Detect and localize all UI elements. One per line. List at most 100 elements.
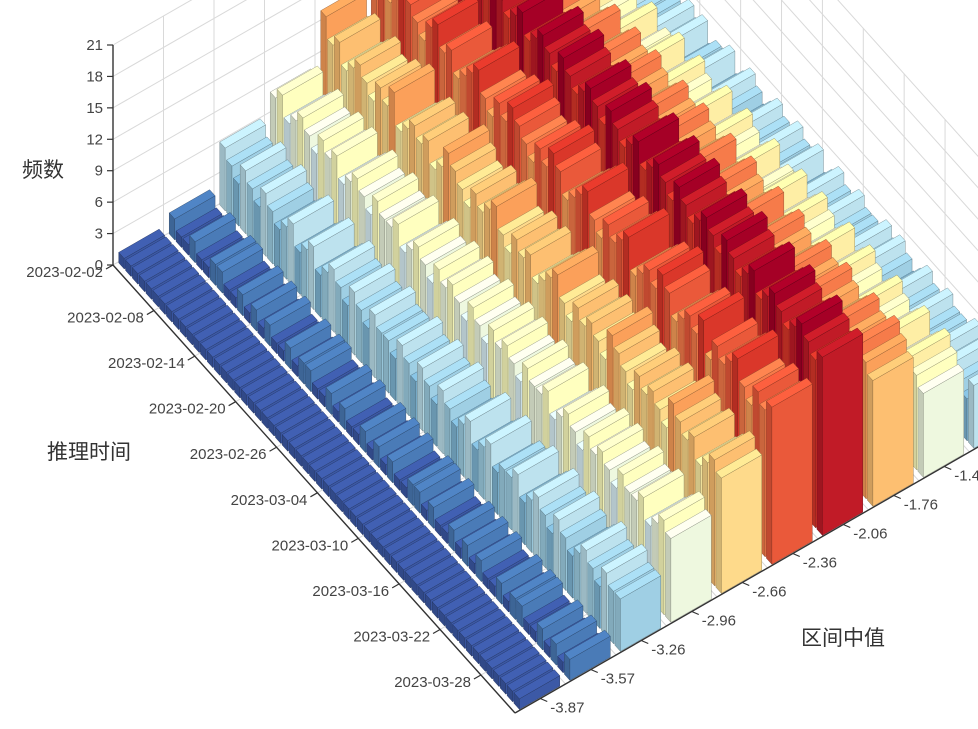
bar-face <box>448 500 495 531</box>
bar-face <box>241 365 288 396</box>
bar-face <box>390 532 438 563</box>
bar-face <box>358 167 405 198</box>
bar-face <box>343 479 390 510</box>
bar-face <box>301 243 308 303</box>
y-axis-name: 区间中值 <box>801 626 885 650</box>
bar-face <box>308 240 314 311</box>
bar-face <box>465 616 513 646</box>
bar-face <box>461 515 509 546</box>
y-tick-mark <box>843 523 851 529</box>
bar-face <box>658 490 705 521</box>
bar-face <box>408 96 456 127</box>
bar-face <box>643 240 690 271</box>
bar-face <box>475 531 523 561</box>
bar-face <box>523 594 570 625</box>
bar-face <box>498 440 546 471</box>
x-axis-line <box>112 264 516 714</box>
bar-face <box>486 638 533 669</box>
bar-face <box>393 450 441 481</box>
bar-face <box>452 600 499 631</box>
bar-face <box>145 259 193 290</box>
bar-face <box>226 136 273 167</box>
bar-face <box>378 190 426 220</box>
bar-face <box>247 373 295 403</box>
bar-face <box>860 333 907 363</box>
bar-face <box>317 111 365 142</box>
bar-face <box>796 294 843 325</box>
bar <box>766 377 813 565</box>
bar-face <box>472 623 520 654</box>
bar-face <box>200 320 247 350</box>
bar-face <box>239 141 287 172</box>
bar-face <box>444 402 451 463</box>
bar-face <box>614 569 662 600</box>
bar-face <box>612 99 659 130</box>
bar-face <box>633 346 681 377</box>
bar-face <box>715 471 722 594</box>
bar-face <box>316 449 363 479</box>
bar-face <box>433 240 480 271</box>
x-tick-mark <box>228 401 236 407</box>
bar-face <box>632 112 680 143</box>
bar-face <box>557 28 605 59</box>
bar-face <box>917 364 965 394</box>
bar-face <box>362 321 369 371</box>
bar-face <box>501 316 549 347</box>
bar-face <box>179 297 227 328</box>
bar-face <box>766 377 813 408</box>
bar-face <box>444 379 491 410</box>
bar-face <box>506 661 554 692</box>
bar-face <box>403 334 450 364</box>
bar-face <box>348 285 355 356</box>
y-tick-label: -3.87 <box>550 700 584 717</box>
bar-face <box>802 312 850 343</box>
bar-face <box>721 210 768 241</box>
x-tick-label: 2023-03-16 <box>312 583 389 600</box>
bar-face <box>516 0 546 13</box>
z-axis-name: 频数 <box>22 158 64 182</box>
bar-face <box>596 422 644 453</box>
bar-face <box>511 210 558 241</box>
bar-face <box>708 430 756 461</box>
bar-face <box>526 493 532 554</box>
bar-face <box>816 327 864 358</box>
bar-face <box>591 77 639 107</box>
bar-face <box>580 520 628 551</box>
bar-face <box>206 327 254 358</box>
bar-face <box>546 526 553 576</box>
bar-face <box>532 467 580 498</box>
z-tick-label: 15 <box>86 100 103 117</box>
bar-face <box>320 0 356 17</box>
bar-face <box>867 374 874 507</box>
bar-face <box>287 194 335 225</box>
bar-face <box>427 477 475 508</box>
bar-face <box>459 608 506 639</box>
bar-face <box>411 0 458 24</box>
bar-face <box>624 463 671 494</box>
bar-face <box>453 273 501 304</box>
bar-face <box>620 342 667 373</box>
bar-face <box>473 40 520 71</box>
bar-face <box>534 119 581 150</box>
grid-line <box>780 0 978 220</box>
bar-face <box>482 549 529 579</box>
bar-face <box>219 141 226 212</box>
bar-face <box>603 440 651 471</box>
y-tick-label: -1.76 <box>904 497 938 514</box>
bar-face <box>334 12 381 43</box>
bar-face <box>520 114 568 145</box>
bar-face <box>359 402 407 432</box>
bar-face <box>509 569 557 599</box>
x-tick-label: 2023-03-22 <box>353 628 430 645</box>
bar-face <box>479 631 527 662</box>
bar-face <box>369 285 416 316</box>
y-tick-label: -2.96 <box>702 613 736 630</box>
grid-line <box>724 0 978 283</box>
bar-face <box>493 73 541 104</box>
bar-face <box>321 265 328 326</box>
bar-face <box>298 333 345 364</box>
grid-line <box>696 0 978 315</box>
bar <box>665 509 712 623</box>
bar-face <box>372 172 419 202</box>
bar-face <box>562 384 610 415</box>
